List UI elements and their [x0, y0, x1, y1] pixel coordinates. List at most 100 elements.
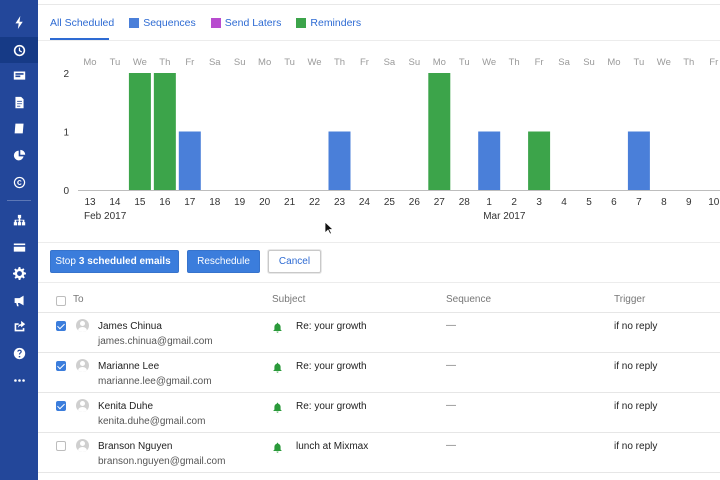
day-of-week-label: Sa — [209, 57, 221, 68]
bell-icon — [272, 320, 283, 333]
x-tick-label: 22 — [309, 197, 321, 208]
bell-icon — [272, 440, 283, 453]
avatar — [76, 359, 89, 372]
day-of-week-label: We — [657, 57, 671, 68]
bar-26 — [428, 73, 451, 190]
day-of-week-label: Th — [159, 57, 170, 68]
bell-icon — [272, 360, 283, 373]
more-icon[interactable] — [9, 370, 29, 390]
tab-sequences[interactable]: Sequences — [129, 16, 196, 30]
bell-icon — [272, 400, 283, 413]
header-subject: Subject — [272, 294, 306, 305]
tab-all-scheduled[interactable]: All Scheduled — [50, 16, 114, 30]
avatar — [76, 439, 89, 452]
trigger-value: if no reply — [614, 361, 658, 372]
bar-2 — [528, 131, 551, 190]
pie-chart-icon[interactable] — [9, 145, 29, 165]
row-checkbox[interactable] — [56, 361, 66, 371]
x-tick-label: 4 — [561, 197, 567, 208]
bulk-actions: Stop 3 scheduled emails Reschedule Cancel — [50, 250, 321, 273]
day-of-week-label: Th — [509, 57, 520, 68]
share-icon[interactable] — [9, 316, 29, 336]
bar-6 — [627, 131, 650, 190]
reminders-swatch — [296, 18, 307, 28]
tab-send-laters[interactable]: Send Laters — [210, 16, 282, 30]
x-tick-label: 20 — [259, 197, 271, 208]
sequence-value: — — [446, 400, 456, 411]
filter-tabs: All Scheduled Sequences Send Laters Remi… — [50, 16, 376, 40]
recipient-name: Branson Nguyen — [98, 441, 173, 452]
x-tick-label: 9 — [686, 197, 692, 208]
y-tick-label: 2 — [63, 69, 69, 80]
clock-icon[interactable] — [9, 40, 29, 60]
tab-label: All Scheduled — [50, 17, 115, 29]
tab-label: Send Laters — [224, 17, 282, 29]
reschedule-button[interactable]: Reschedule — [187, 250, 260, 273]
inbox-icon[interactable] — [9, 65, 29, 85]
sequence-value: — — [446, 360, 456, 371]
x-tick-label: 1 — [486, 197, 492, 208]
credit-card-icon[interactable] — [9, 237, 29, 257]
day-of-week-label: Fr — [709, 57, 718, 68]
recipient-name: Marianne Lee — [98, 361, 160, 372]
select-all-checkbox[interactable] — [56, 296, 66, 306]
email-subject: Re: your growth — [296, 321, 367, 332]
email-subject: Re: your growth — [296, 401, 367, 412]
bar-15 — [153, 73, 176, 190]
day-of-week-label: Su — [234, 57, 246, 68]
day-of-week-label: We — [482, 57, 496, 68]
row-checkbox[interactable] — [56, 321, 66, 331]
day-of-week-label: Tu — [110, 57, 121, 68]
gear-icon[interactable] — [9, 263, 29, 283]
stop-scheduled-emails-button[interactable]: Stop 3 scheduled emails — [50, 250, 179, 273]
row-checkbox[interactable] — [56, 441, 66, 451]
lightning-icon[interactable] — [9, 12, 29, 32]
cancel-button[interactable]: Cancel — [268, 250, 321, 273]
x-tick-label: 26 — [409, 197, 421, 208]
recipient-email: marianne.lee@gmail.com — [98, 376, 212, 387]
y-tick-label: 0 — [63, 186, 69, 197]
x-tick-label: 24 — [359, 197, 371, 208]
day-of-week-label: Sa — [384, 57, 396, 68]
tabs-divider — [38, 40, 720, 41]
x-tick-label: 16 — [159, 197, 171, 208]
recipient-email: branson.nguyen@gmail.com — [98, 456, 226, 467]
table-row[interactable]: Branson Nguyen branson.nguyen@gmail.com lu… — [38, 433, 720, 473]
x-tick-label: 21 — [284, 197, 296, 208]
x-tick-label: 2 — [511, 197, 517, 208]
trigger-value: if no reply — [614, 401, 658, 412]
mouse-cursor — [324, 221, 335, 235]
recipient-email: james.chinua@gmail.com — [98, 336, 213, 347]
header-trigger: Trigger — [614, 294, 646, 305]
day-of-week-label: Th — [683, 57, 694, 68]
recipient-name: Kenita Duhe — [98, 401, 154, 412]
day-of-week-label: Tu — [459, 57, 470, 68]
copyright-icon[interactable] — [9, 172, 29, 192]
document-icon[interactable] — [9, 92, 29, 112]
org-chart-icon[interactable] — [9, 210, 29, 230]
table-header: To Subject Sequence Trigger — [38, 283, 720, 313]
table-row[interactable]: Kenita Duhe kenita.duhe@gmail.com Re: your… — [38, 393, 720, 433]
book-icon[interactable] — [9, 118, 29, 138]
tab-reminders[interactable]: Reminders — [296, 16, 361, 30]
megaphone-icon[interactable] — [9, 290, 29, 310]
sidebar-divider — [7, 200, 31, 201]
sequence-value: — — [446, 320, 456, 331]
table-row[interactable]: James Chinua james.chinua@gmail.com Re: yo… — [38, 313, 720, 353]
x-tick-label: 13 — [84, 197, 96, 208]
table-row[interactable]: Marianne Lee marianne.lee@gmail.com Re: yo… — [38, 353, 720, 393]
bar-16 — [178, 131, 201, 190]
x-tick-label: 10 — [708, 197, 720, 208]
email-subject: lunch at Mixmax — [296, 441, 369, 452]
day-of-week-label: Fr — [535, 57, 544, 68]
day-of-week-label: We — [308, 57, 322, 68]
sequence-value: — — [446, 440, 456, 451]
x-tick-label: 6 — [611, 197, 617, 208]
x-tick-label: 8 — [661, 197, 667, 208]
scheduled-chart: Mo Tu We Th Fr Sa Su Mo Tu We Th Fr Sa Su Mo Tu We Th Fr Sa… — [63, 57, 720, 222]
tab-label: Sequences — [143, 17, 196, 29]
email-subject: Re: your growth — [296, 361, 367, 372]
help-icon[interactable] — [9, 343, 29, 363]
row-checkbox[interactable] — [56, 401, 66, 411]
x-tick-label: 7 — [636, 197, 642, 208]
